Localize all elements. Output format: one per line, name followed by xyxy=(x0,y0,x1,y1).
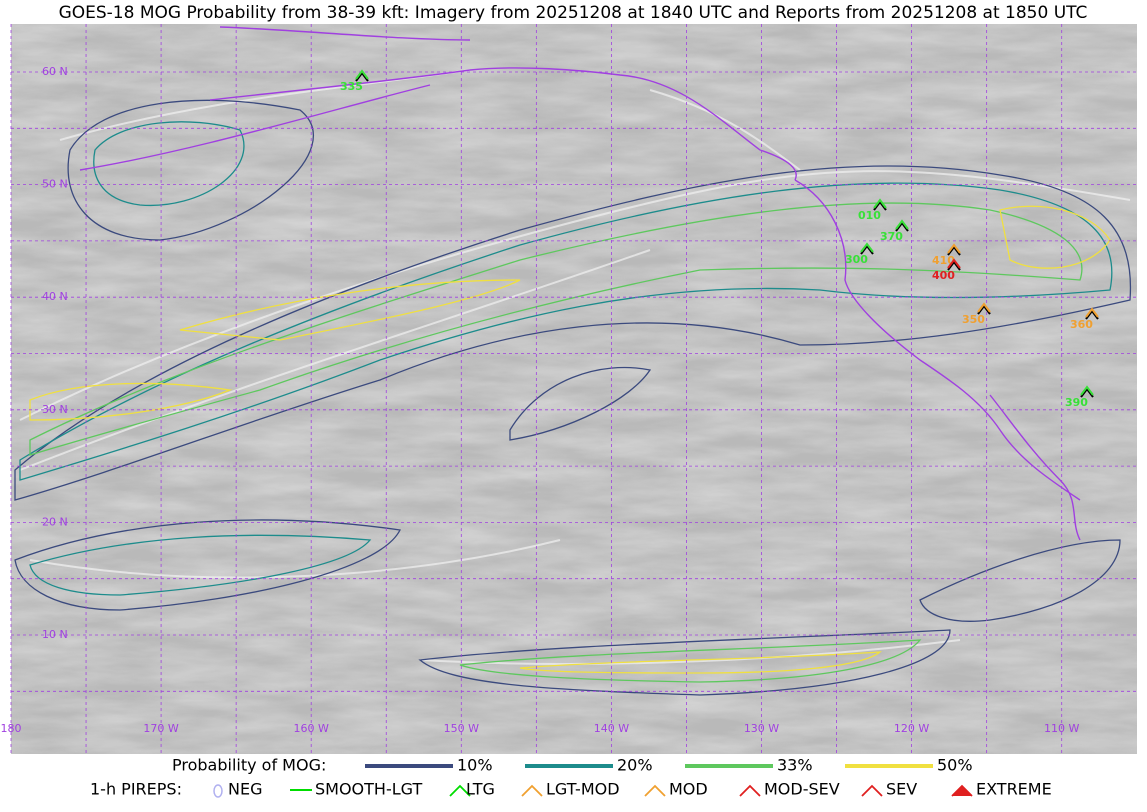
pirep-symbol xyxy=(1085,309,1099,320)
longitude-label: 160 W xyxy=(294,722,329,735)
graticule xyxy=(10,24,1137,754)
report-label: 350 xyxy=(962,313,985,326)
legend-symbol xyxy=(449,784,471,797)
pirep-symbol xyxy=(860,244,874,255)
probability-contours xyxy=(14,99,1132,696)
pirep-symbol xyxy=(947,258,961,269)
latitude-label: 20 N xyxy=(42,515,68,528)
pirep-symbol xyxy=(355,71,369,82)
cloud-streaks xyxy=(19,69,1131,665)
report-label: 360 xyxy=(1070,318,1093,331)
legend-label: EXTREME xyxy=(976,780,1052,799)
legend-label: 10% xyxy=(457,756,493,775)
legend-label: 33% xyxy=(777,756,813,775)
pirep-symbol xyxy=(895,219,909,230)
longitude-label: 110 W xyxy=(1044,722,1079,735)
latitude-label: 40 N xyxy=(42,290,68,303)
pirep-symbol xyxy=(895,221,909,232)
longitude-label: 170 W xyxy=(143,722,178,735)
latitude-label: 30 N xyxy=(42,403,68,416)
report-label: 300 xyxy=(845,253,868,266)
pirep-symbol xyxy=(977,302,991,313)
pirep-symbol xyxy=(947,245,961,256)
longitude-label: 150 W xyxy=(444,722,479,735)
legend-symbol xyxy=(861,784,883,797)
legend-label: SMOOTH-LGT xyxy=(315,780,422,799)
pirep-symbol xyxy=(947,260,961,271)
longitude-label: 130 W xyxy=(744,722,779,735)
pirep-symbol xyxy=(873,200,887,211)
longitude-label: 140 W xyxy=(594,722,629,735)
longitude-label: 120 W xyxy=(894,722,929,735)
pirep-symbol xyxy=(1080,387,1094,398)
legend-title: Probability of MOG: xyxy=(172,756,326,775)
legend-symbol xyxy=(739,784,761,797)
latitude-label: 60 N xyxy=(42,65,68,78)
report-label: 410 xyxy=(932,254,955,267)
report-label: 335 xyxy=(340,80,363,93)
legend-label: 50% xyxy=(937,756,973,775)
legend-label: NEG xyxy=(228,780,262,799)
legend-symbol xyxy=(951,784,973,797)
pirep-symbol xyxy=(355,69,369,80)
map xyxy=(11,24,1137,754)
coastlines xyxy=(79,26,1081,541)
pirep-symbol xyxy=(947,243,961,254)
latitude-label: 10 N xyxy=(42,628,68,641)
longitude-label: 180 xyxy=(1,722,22,735)
legend-symbol xyxy=(521,784,543,797)
legend-title: 1-h PIREPS: xyxy=(90,780,182,799)
satellite-texture xyxy=(11,24,1137,754)
title: GOES-18 MOG Probability from 38-39 kft: … xyxy=(59,3,1088,23)
pirep-symbol xyxy=(977,304,991,315)
legend-symbol xyxy=(644,784,666,797)
pirep-symbol xyxy=(1080,385,1094,396)
pirep-symbol xyxy=(1085,307,1099,318)
legend-label: MOD-SEV xyxy=(764,780,840,799)
legend-label: MOD xyxy=(669,780,708,799)
report-label: 010 xyxy=(858,209,881,222)
pirep-symbol xyxy=(873,198,887,209)
pirep-symbol xyxy=(860,242,874,253)
legend-label: LGT-MOD xyxy=(546,780,620,799)
legend-label: LTG xyxy=(466,780,495,799)
legend-label: SEV xyxy=(886,780,917,799)
legend-label: 20% xyxy=(617,756,653,775)
legend-symbol xyxy=(213,784,223,798)
report-label: 370 xyxy=(880,230,903,243)
report-label: 390 xyxy=(1065,396,1088,409)
report-label: 400 xyxy=(932,269,955,282)
latitude-label: 50 N xyxy=(42,178,68,191)
